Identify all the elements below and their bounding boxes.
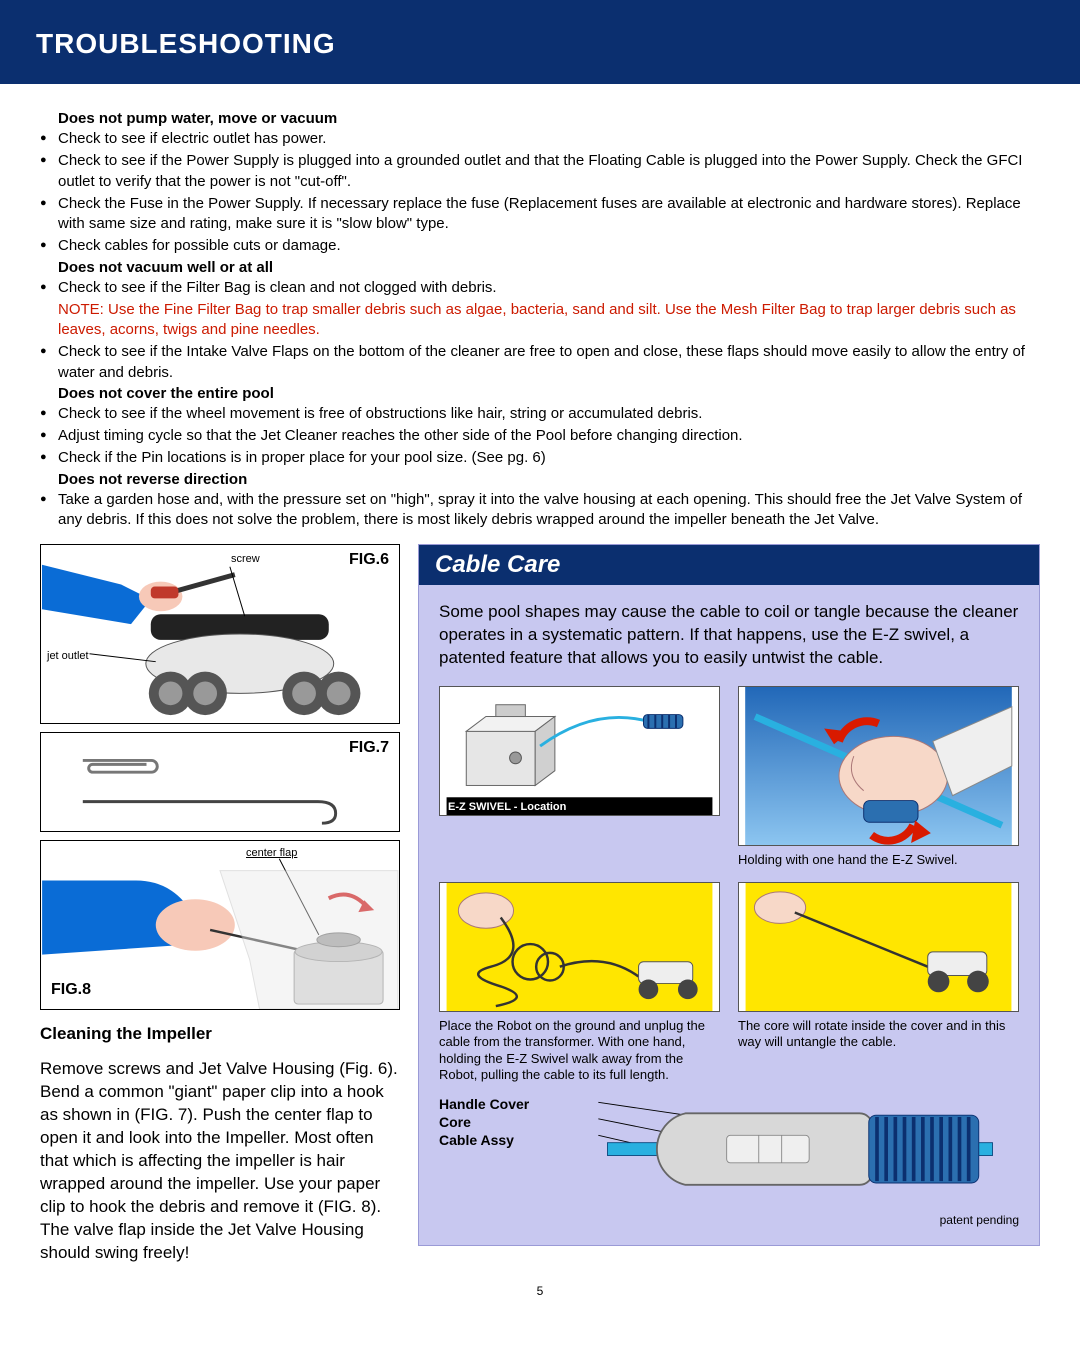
list-item: Adjust timing cycle so that the Jet Clea…: [40, 426, 1040, 446]
section-2-list-b: Check to see if the Intake Valve Flaps o…: [40, 342, 1040, 383]
list-item: Check if the Pin locations is in proper …: [40, 448, 1040, 468]
list-item: Check to see if the Filter Bag is clean …: [40, 278, 1040, 298]
right-column: Cable Care Some pool shapes may cause th…: [418, 544, 1040, 1264]
label-handle-cover: Handle Cover: [439, 1096, 529, 1112]
figure-8: FIG.8 center flap: [40, 840, 400, 1010]
left-column: FIG.6 screw jet outlet: [40, 544, 400, 1264]
cable-care-grid: E-Z SWIVEL - Location: [439, 686, 1019, 1083]
figure-8-illustration: [41, 841, 399, 1009]
page: TROUBLESHOOTING Does not pump water, mov…: [0, 0, 1080, 1298]
section-heading-2: Does not vacuum well or at all: [58, 259, 1040, 276]
list-item: Check the Fuse in the Power Supply. If n…: [40, 194, 1040, 235]
list-item: Take a garden hose and, with the pressur…: [40, 490, 1040, 531]
figure-7-illustration: [41, 733, 399, 831]
cable-panel-1-illustration: [440, 687, 719, 815]
swivel-diagram-illustration: [581, 1095, 1019, 1205]
list-item: Check cables for possible cuts or damage…: [40, 236, 1040, 256]
section-2-list-a: Check to see if the Filter Bag is clean …: [40, 278, 1040, 298]
figure-7: FIG.7: [40, 732, 400, 832]
cable-panel-2: [738, 686, 1019, 846]
swivel-diagram-labels: Handle Cover Core Cable Assy: [439, 1095, 569, 1150]
patent-pending-label: patent pending: [581, 1213, 1019, 1227]
section-3-list: Check to see if the wheel movement is fr…: [40, 404, 1040, 469]
cable-panel-4-illustration: [739, 883, 1018, 1011]
section-heading-4: Does not reverse direction: [58, 471, 1040, 488]
list-item: Check to see if the Power Supply is plug…: [40, 151, 1040, 192]
figure-6-screw-label: screw: [231, 553, 260, 565]
swivel-diagram-svg-wrap: patent pending: [581, 1095, 1019, 1227]
figure-6-jet-label: jet outlet: [47, 650, 89, 662]
list-item: Check to see if electric outlet has powe…: [40, 129, 1040, 149]
figure-8-label: FIG.8: [51, 981, 91, 999]
section-heading-1: Does not pump water, move or vacuum: [58, 110, 1040, 127]
cable-care-box: Cable Care Some pool shapes may cause th…: [418, 544, 1040, 1246]
lower-columns: FIG.6 screw jet outlet: [40, 544, 1040, 1264]
page-title: TROUBLESHOOTING: [36, 28, 336, 59]
impeller-body: Remove screws and Jet Valve Housing (Fig…: [40, 1058, 400, 1264]
cable-panel-2-caption: Holding with one hand the E-Z Swivel.: [738, 852, 1019, 868]
cable-panel-4: [738, 882, 1019, 1012]
cable-panel-2-illustration: [739, 687, 1018, 845]
list-item: Check to see if the Intake Valve Flaps o…: [40, 342, 1040, 383]
label-core: Core: [439, 1114, 471, 1130]
cable-panel-2-wrap: Holding with one hand the E-Z Swivel.: [738, 686, 1019, 868]
impeller-heading: Cleaning the Impeller: [40, 1024, 400, 1044]
section-1-list: Check to see if electric outlet has powe…: [40, 129, 1040, 257]
figure-6-label: FIG.6: [349, 551, 389, 569]
cable-panel-4-caption: The core will rotate inside the cover an…: [738, 1018, 1019, 1051]
section-heading-3: Does not cover the entire pool: [58, 385, 1040, 402]
figure-7-label: FIG.7: [349, 739, 389, 757]
cable-panel-1-caption: E-Z SWIVEL - Location: [448, 801, 566, 813]
cable-panel-3-caption: Place the Robot on the ground and unplug…: [439, 1018, 720, 1083]
label-cable-assy: Cable Assy: [439, 1132, 514, 1148]
cable-panel-1-wrap: E-Z SWIVEL - Location: [439, 686, 720, 868]
figure-6: FIG.6 screw jet outlet: [40, 544, 400, 724]
content-area: Does not pump water, move or vacuum Chec…: [0, 84, 1080, 1274]
figure-8-flap-label: center flap: [246, 847, 297, 859]
cable-panel-3-wrap: Place the Robot on the ground and unplug…: [439, 882, 720, 1083]
cable-panel-4-wrap: The core will rotate inside the cover an…: [738, 882, 1019, 1083]
note-text: NOTE: Use the Fine Filter Bag to trap sm…: [40, 300, 1040, 341]
cable-panel-3: [439, 882, 720, 1012]
cable-care-body: Some pool shapes may cause the cable to …: [419, 585, 1039, 1245]
figure-6-illustration: [41, 545, 399, 723]
page-title-bar: TROUBLESHOOTING: [0, 0, 1080, 84]
page-number: 5: [0, 1284, 1080, 1298]
cable-panel-3-illustration: [440, 883, 719, 1011]
list-item: Check to see if the wheel movement is fr…: [40, 404, 1040, 424]
swivel-diagram: Handle Cover Core Cable Assy: [439, 1095, 1019, 1227]
cable-care-intro: Some pool shapes may cause the cable to …: [439, 601, 1019, 670]
cable-care-title: Cable Care: [419, 545, 1039, 585]
cable-panel-1: E-Z SWIVEL - Location: [439, 686, 720, 816]
section-4-list: Take a garden hose and, with the pressur…: [40, 490, 1040, 531]
